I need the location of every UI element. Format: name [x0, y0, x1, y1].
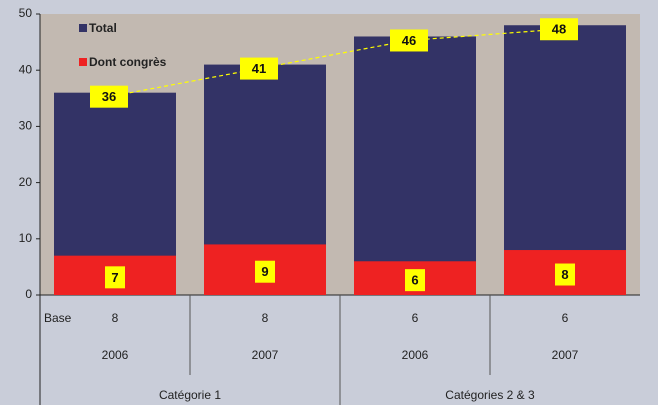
group-label: Catégorie 1	[159, 388, 221, 402]
y-tick-label: 0	[25, 287, 32, 301]
base-label: Base	[44, 311, 72, 325]
data-label-box	[405, 269, 425, 292]
base-value: 8	[112, 311, 119, 325]
data-label: 46	[402, 33, 416, 48]
base-value: 6	[562, 311, 569, 325]
legend-label: Dont congrès	[89, 55, 167, 69]
data-label: 48	[552, 22, 566, 37]
data-label: 9	[261, 264, 268, 279]
data-label-box	[105, 266, 125, 289]
data-label-box	[540, 18, 578, 41]
data-label: 6	[411, 273, 418, 288]
data-label-box	[255, 260, 275, 283]
base-value: 6	[412, 311, 419, 325]
y-tick-label: 10	[19, 231, 33, 245]
data-label: 36	[102, 89, 116, 104]
x-tick-label: 2007	[252, 348, 279, 362]
data-label: 7	[111, 270, 118, 285]
data-label-box	[555, 263, 575, 286]
data-label: 41	[252, 61, 266, 76]
legend-swatch	[79, 24, 87, 32]
data-label-box	[390, 29, 428, 52]
group-label: Catégories 2 & 3	[445, 388, 535, 402]
data-label-box	[90, 85, 128, 108]
y-tick-label: 30	[19, 119, 33, 133]
total-connector	[108, 28, 560, 98]
data-label-box	[240, 57, 278, 80]
x-tick-label: 2006	[402, 348, 429, 362]
base-value: 8	[262, 311, 269, 325]
y-tick-label: 50	[19, 6, 33, 20]
x-tick-label: 2007	[552, 348, 579, 362]
data-label: 8	[561, 267, 568, 282]
x-tick-label: 2006	[102, 348, 129, 362]
bar	[354, 36, 476, 295]
y-tick-label: 40	[19, 62, 33, 76]
legend-swatch	[79, 58, 87, 66]
y-tick-label: 20	[19, 175, 33, 189]
legend-label: Total	[89, 21, 117, 35]
